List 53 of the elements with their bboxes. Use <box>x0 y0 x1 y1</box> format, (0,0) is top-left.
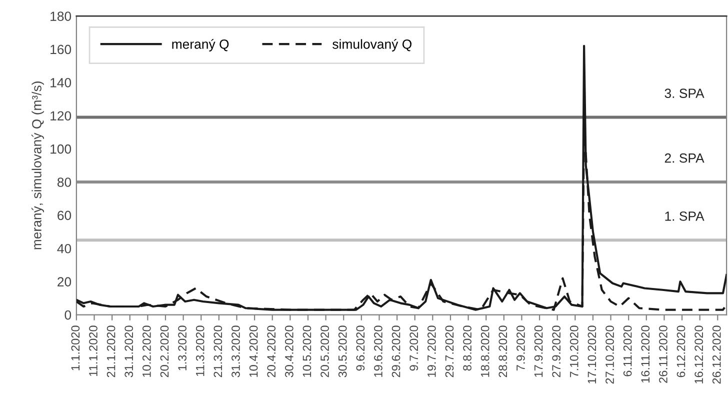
x-tick-label: 27.10.2020 <box>606 326 614 384</box>
x-tick-label: 20.4.2020 <box>267 326 276 378</box>
y-tick-label: 60 <box>58 210 72 220</box>
x-tick-label: 30.4.2020 <box>284 326 294 378</box>
x-tick-label: 11.3.2020 <box>196 326 204 376</box>
y-tick-label: 160 <box>50 44 72 54</box>
x-tick-label: 17.10.2020 <box>588 326 596 384</box>
y-tick-label: 140 <box>50 78 72 88</box>
x-tick-label: 7.9.2020 <box>516 326 525 371</box>
x-tick-label: 9.7.2020 <box>410 326 418 371</box>
x-tick-label: 10.4.2020 <box>249 326 258 377</box>
x-tick-label: 16.12.2020 <box>694 326 703 384</box>
ref-line-label: 2. SPA <box>664 153 704 163</box>
x-tick-label: 11.1.2020 <box>89 326 98 376</box>
x-tick-label: 28.8.2020 <box>498 326 508 378</box>
x-tick-label: 21.3.2020 <box>214 326 222 378</box>
x-tick-label: 8.8.2020 <box>463 326 472 371</box>
x-tick-label: 7.10.2020 <box>570 326 578 378</box>
x-tick-label: 16.11.2020 <box>641 326 650 383</box>
y-tick-label: 0 <box>64 310 72 320</box>
x-tick-label: 9.6.2020 <box>356 326 365 371</box>
x-tick-label: 31.3.2020 <box>232 326 240 378</box>
x-tick-label: 10.2.2020 <box>142 326 151 377</box>
y-tick-label: 40 <box>57 244 72 254</box>
x-tick-label: 19.7.2020 <box>427 326 436 377</box>
x-tick-label: 19.6.2020 <box>374 326 382 377</box>
x-tick-label: 29.6.2020 <box>392 326 400 378</box>
x-tick-label: 17.9.2020 <box>534 326 543 377</box>
y-tick-label: 180 <box>50 12 72 21</box>
x-tick-label: 21.1.2020 <box>106 326 116 378</box>
x-tick-label: 30.5.2020 <box>338 326 347 378</box>
legend-label: meraný Q <box>172 38 229 52</box>
x-tick-label: 6.11.2020 <box>623 326 632 376</box>
y-tick-label: 20 <box>58 277 72 286</box>
x-tick-label: 27.9.2020 <box>552 326 561 378</box>
x-tick-label: 26.12.2020 <box>712 326 721 384</box>
ref-line-label: 3. SPA <box>664 88 704 98</box>
x-tick-label: 1.3.2020 <box>178 326 186 370</box>
x-tick-label: 10.5.2020 <box>302 326 312 377</box>
y-tick-label: 120 <box>50 111 72 121</box>
x-tick-label: 29.7.2020 <box>445 326 454 378</box>
y-tick-label: 100 <box>50 144 72 154</box>
y-axis-title: meraný, simulovaný Q (m³/s) <box>32 82 44 250</box>
x-tick-label: 18.8.2020 <box>480 326 490 377</box>
x-tick-label: 20.2.2020 <box>160 326 169 378</box>
ref-line-label: 1. SPA <box>665 211 704 221</box>
x-tick-label: 26.11.2020 <box>659 326 668 383</box>
y-tick-label: 80 <box>57 178 72 187</box>
x-tick-label: 6.12.2020 <box>676 326 686 378</box>
legend-label: simulovaný Q <box>332 38 412 52</box>
x-tick-label: 31.1.2020 <box>124 326 134 378</box>
x-tick-label: 1.1.2020 <box>71 326 80 370</box>
x-tick-label: 20.5.2020 <box>320 326 329 378</box>
